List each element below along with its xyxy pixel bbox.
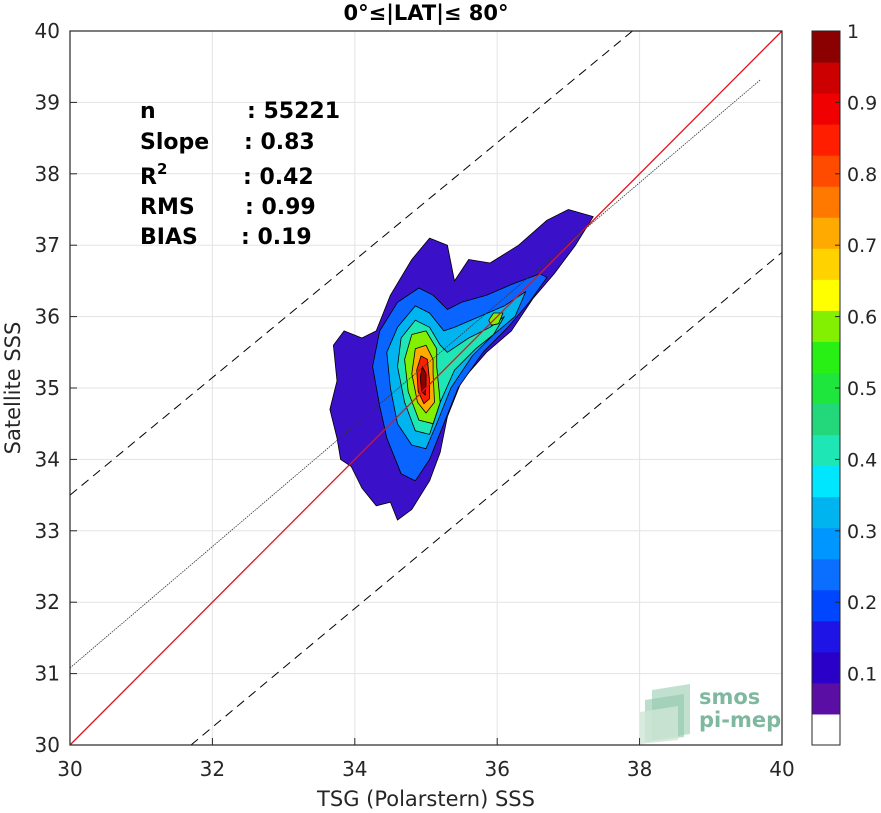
colorbar-band-12	[812, 341, 840, 373]
colorbar-band-13	[812, 310, 840, 342]
x-axis-ticks: 30 32 34 36 38 40	[57, 738, 795, 781]
colorbar-tick-label-4: 0.5	[847, 378, 877, 400]
colorbar: 0.1 0.2 0.3 0.4 0.5 0.6 0.7 0.8 0.9 1	[811, 21, 877, 746]
colorbar-tick-label-0: 0.1	[847, 664, 877, 686]
y-axis-ticks: 30 31 32 33 34 35 36 37 38 39 40	[35, 19, 77, 757]
x-tick-label-1: 32	[200, 757, 225, 781]
logo-line1: smos	[699, 685, 760, 709]
colorbar-tick-label-5: 0.6	[847, 307, 877, 329]
colorbar-tick-label-8: 0.9	[847, 92, 877, 114]
y-tick-label-6: 36	[35, 305, 60, 329]
stat-label-0: n	[140, 99, 156, 124]
colorbar-band-18	[812, 155, 840, 187]
colorbar-band-15	[812, 248, 840, 280]
colorbar-band-7	[812, 496, 840, 529]
colorbar-band-0	[812, 713, 840, 746]
smos-pimep-logo: smos pi-mep	[640, 684, 781, 744]
colorbar-band-5	[812, 558, 840, 591]
y-tick-label-8: 38	[35, 162, 60, 186]
x-tick-label-0: 30	[57, 757, 82, 781]
colorbar-band-10	[812, 403, 840, 436]
y-axis-label: Satellite SSS	[1, 322, 25, 455]
one-to-one-line	[69, 30, 783, 746]
lower-bound-line	[190, 251, 783, 746]
stat-label-4: BIAS	[140, 225, 198, 250]
colorbar-tick-label-6: 0.7	[847, 235, 877, 257]
colorbar-band-14	[812, 279, 840, 311]
logo-line2: pi-mep	[699, 708, 781, 732]
colorbar-band-9	[812, 434, 840, 467]
y-tick-label-1: 31	[35, 662, 60, 686]
colorbar-band-1	[812, 682, 840, 715]
stat-label-1: Slope	[140, 130, 209, 155]
reference-lines	[69, 30, 783, 746]
stat-value-4: : 0.19	[241, 225, 312, 250]
colorbar-tick-label-9: 1	[847, 21, 859, 43]
colorbar-band-2	[812, 651, 840, 684]
colorbar-band-16	[812, 217, 840, 249]
x-axis-label: TSG (Polarstern) SSS	[316, 787, 535, 811]
stat-label-3: RMS	[140, 195, 195, 220]
colorbar-band-3	[812, 620, 840, 653]
y-tick-label-0: 30	[35, 733, 60, 757]
y-tick-label-9: 39	[35, 90, 60, 114]
colorbar-band-19	[812, 124, 840, 156]
stat-value-3: : 0.99	[245, 195, 316, 220]
colorbar-band-8	[812, 465, 840, 498]
stat-value-1: : 0.83	[244, 130, 315, 155]
colorbar-tick-label-2: 0.3	[847, 521, 877, 543]
colorbar-band-4	[812, 589, 840, 622]
y-tick-label-3: 33	[35, 519, 60, 543]
y-tick-label-4: 34	[35, 447, 60, 471]
y-tick-label-10: 40	[35, 19, 60, 43]
upper-bound-line	[69, 30, 633, 496]
x-tick-label-5: 40	[769, 757, 794, 781]
x-tick-label-3: 36	[484, 757, 509, 781]
x-tick-label-4: 38	[627, 757, 652, 781]
regression-line	[69, 79, 761, 669]
y-tick-label-5: 35	[35, 376, 60, 400]
chart-title: 0°≤|LAT|≤ 80°	[343, 1, 508, 26]
colorbar-tick-label-1: 0.2	[847, 592, 877, 614]
colorbar-band-20	[812, 93, 840, 125]
stat-value-0: : 55221	[247, 99, 340, 124]
y-tick-label-2: 32	[35, 590, 60, 614]
colorbar-band-22	[812, 31, 840, 63]
colorbar-band-17	[812, 186, 840, 218]
y-tick-label-7: 37	[35, 233, 60, 257]
colorbar-tick-label-3: 0.4	[847, 449, 877, 471]
stat-value-2: : 0.42	[243, 165, 314, 190]
colorbar-band-6	[812, 527, 840, 560]
x-tick-label-2: 34	[342, 757, 367, 781]
colorbar-band-21	[812, 62, 840, 94]
contour-level-7	[419, 366, 427, 396]
colorbar-tick-label-7: 0.8	[847, 164, 877, 186]
